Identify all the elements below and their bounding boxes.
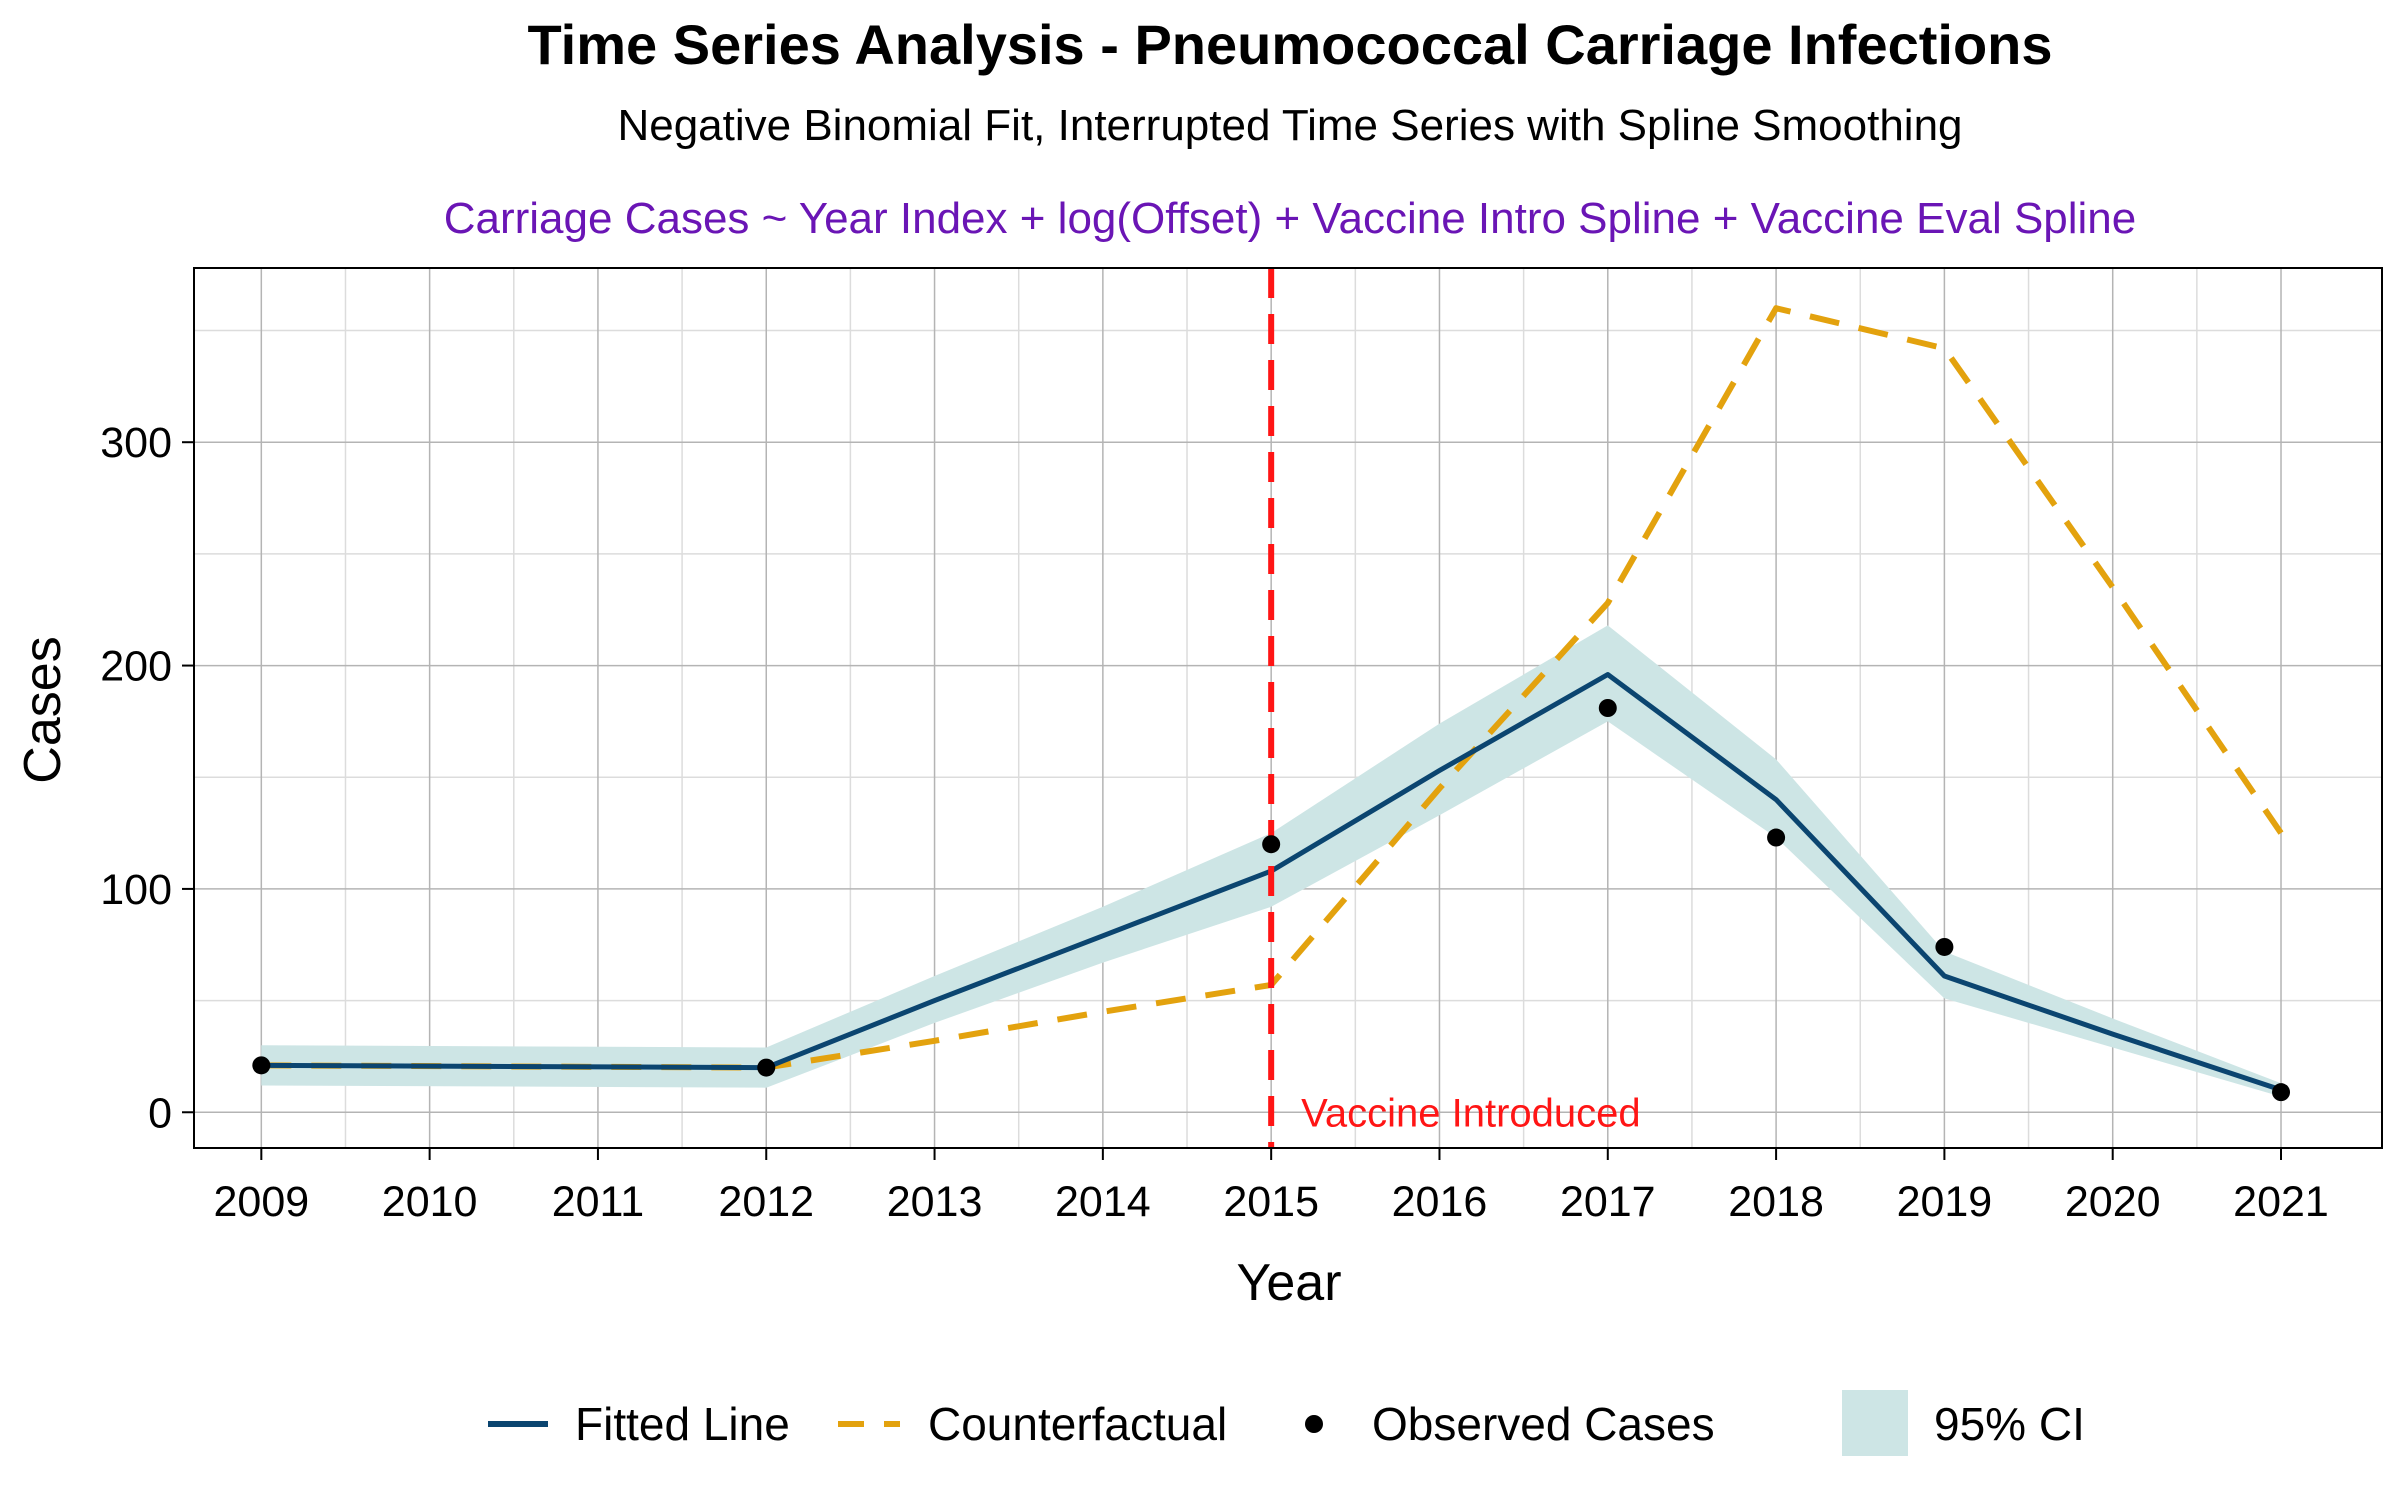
x-tick-label: 2020: [2065, 1178, 2161, 1226]
observed-points: [252, 699, 2291, 1102]
counterfactual-line: [261, 305, 2284, 1071]
x-tick-label: 2012: [718, 1178, 814, 1226]
y-tick-label: 100: [100, 866, 172, 914]
confidence-band: [261, 625, 2282, 1097]
x-tick-label: 2013: [887, 1178, 983, 1226]
fitted-line: [261, 671, 2282, 1093]
y-tick-label: 200: [100, 643, 172, 691]
x-tick-label: 2017: [1560, 1178, 1656, 1226]
observed-point: [252, 1056, 271, 1075]
x-tick-label: 2015: [1223, 1178, 1319, 1226]
legend: Fitted Line Counterfactual Observed Cases 9…: [488, 1390, 2085, 1456]
x-tick-label: 2009: [213, 1178, 309, 1226]
observed-point: [1935, 937, 1954, 956]
plot-frame: [193, 267, 2383, 1149]
legend-observed-label: Observed Cases: [1372, 1398, 1715, 1450]
observed-point: [1767, 828, 1786, 847]
x-tick-label: 2010: [382, 1178, 478, 1226]
x-tick-label: 2021: [2233, 1178, 2329, 1226]
x-tick-label: 2018: [1728, 1178, 1824, 1226]
x-axis-title: Year: [1236, 1254, 1341, 1312]
legend-ci-swatch: [1842, 1390, 1908, 1456]
x-tick-label: 2014: [1055, 1178, 1151, 1226]
observed-point: [1262, 835, 1281, 854]
vaccine-intro-label: Vaccine Introduced: [1301, 1091, 1640, 1135]
x-tick-label: 2016: [1392, 1178, 1488, 1226]
observed-point: [2272, 1083, 2291, 1102]
chart-title: Time Series Analysis - Pneumococcal Carr…: [527, 13, 2052, 76]
axes: 2009 2010 2011 2012 2013 2014 2015 2016 2017 2018…: [100, 419, 2329, 1226]
legend-fitted-label: Fitted Line: [575, 1398, 790, 1450]
y-axis-title: Cases: [14, 636, 72, 783]
legend-observed-swatch: [1305, 1415, 1323, 1433]
observed-point: [1598, 699, 1617, 717]
x-tick-label: 2019: [1897, 1178, 1993, 1226]
model-formula: Carriage Cases ~ Year Index + log(Offset…: [444, 194, 2137, 243]
legend-ci-label: 95% CI: [1934, 1398, 2085, 1450]
vaccine-intro-marker: Vaccine Introduced: [1268, 268, 1641, 1148]
legend-counterfactual-label: Counterfactual: [928, 1398, 1227, 1450]
series-lines: [261, 305, 2284, 1093]
y-tick-label: 0: [148, 1089, 172, 1137]
observed-point: [757, 1058, 776, 1077]
chart-subtitle: Negative Binomial Fit, Interrupted Time …: [617, 101, 1962, 150]
ci-band: [261, 625, 2282, 1097]
x-tick-label: 2011: [552, 1178, 644, 1226]
y-tick-label: 300: [100, 419, 172, 467]
